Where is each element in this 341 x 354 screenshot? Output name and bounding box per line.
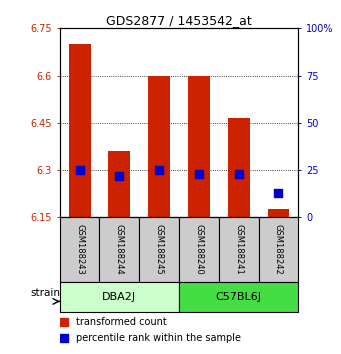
Text: GSM188245: GSM188245 <box>154 224 164 275</box>
Point <box>236 171 241 177</box>
Bar <box>100 217 139 282</box>
Bar <box>219 217 258 282</box>
Text: transformed count: transformed count <box>76 316 167 327</box>
Point <box>117 173 122 178</box>
Text: strain: strain <box>30 287 60 297</box>
Bar <box>258 217 298 282</box>
Text: C57BL6J: C57BL6J <box>216 292 262 302</box>
Bar <box>228 118 250 217</box>
Bar <box>139 217 179 282</box>
Point <box>276 190 281 195</box>
Bar <box>108 151 130 217</box>
Bar <box>179 282 298 312</box>
Point <box>62 335 67 341</box>
Bar <box>60 217 100 282</box>
Text: GSM188244: GSM188244 <box>115 224 124 275</box>
Point <box>77 167 82 173</box>
Point <box>157 167 162 173</box>
Text: GSM188241: GSM188241 <box>234 224 243 275</box>
Bar <box>69 44 90 217</box>
Bar <box>148 75 170 217</box>
Bar <box>179 217 219 282</box>
Bar <box>188 75 210 217</box>
Title: GDS2877 / 1453542_at: GDS2877 / 1453542_at <box>106 14 252 27</box>
Bar <box>268 210 290 217</box>
Bar <box>60 282 179 312</box>
Point <box>62 319 67 325</box>
Text: GSM188243: GSM188243 <box>75 224 84 275</box>
Point <box>196 171 202 177</box>
Text: GSM188240: GSM188240 <box>194 224 204 275</box>
Text: DBA2J: DBA2J <box>102 292 136 302</box>
Text: GSM188242: GSM188242 <box>274 224 283 275</box>
Text: percentile rank within the sample: percentile rank within the sample <box>76 333 241 343</box>
